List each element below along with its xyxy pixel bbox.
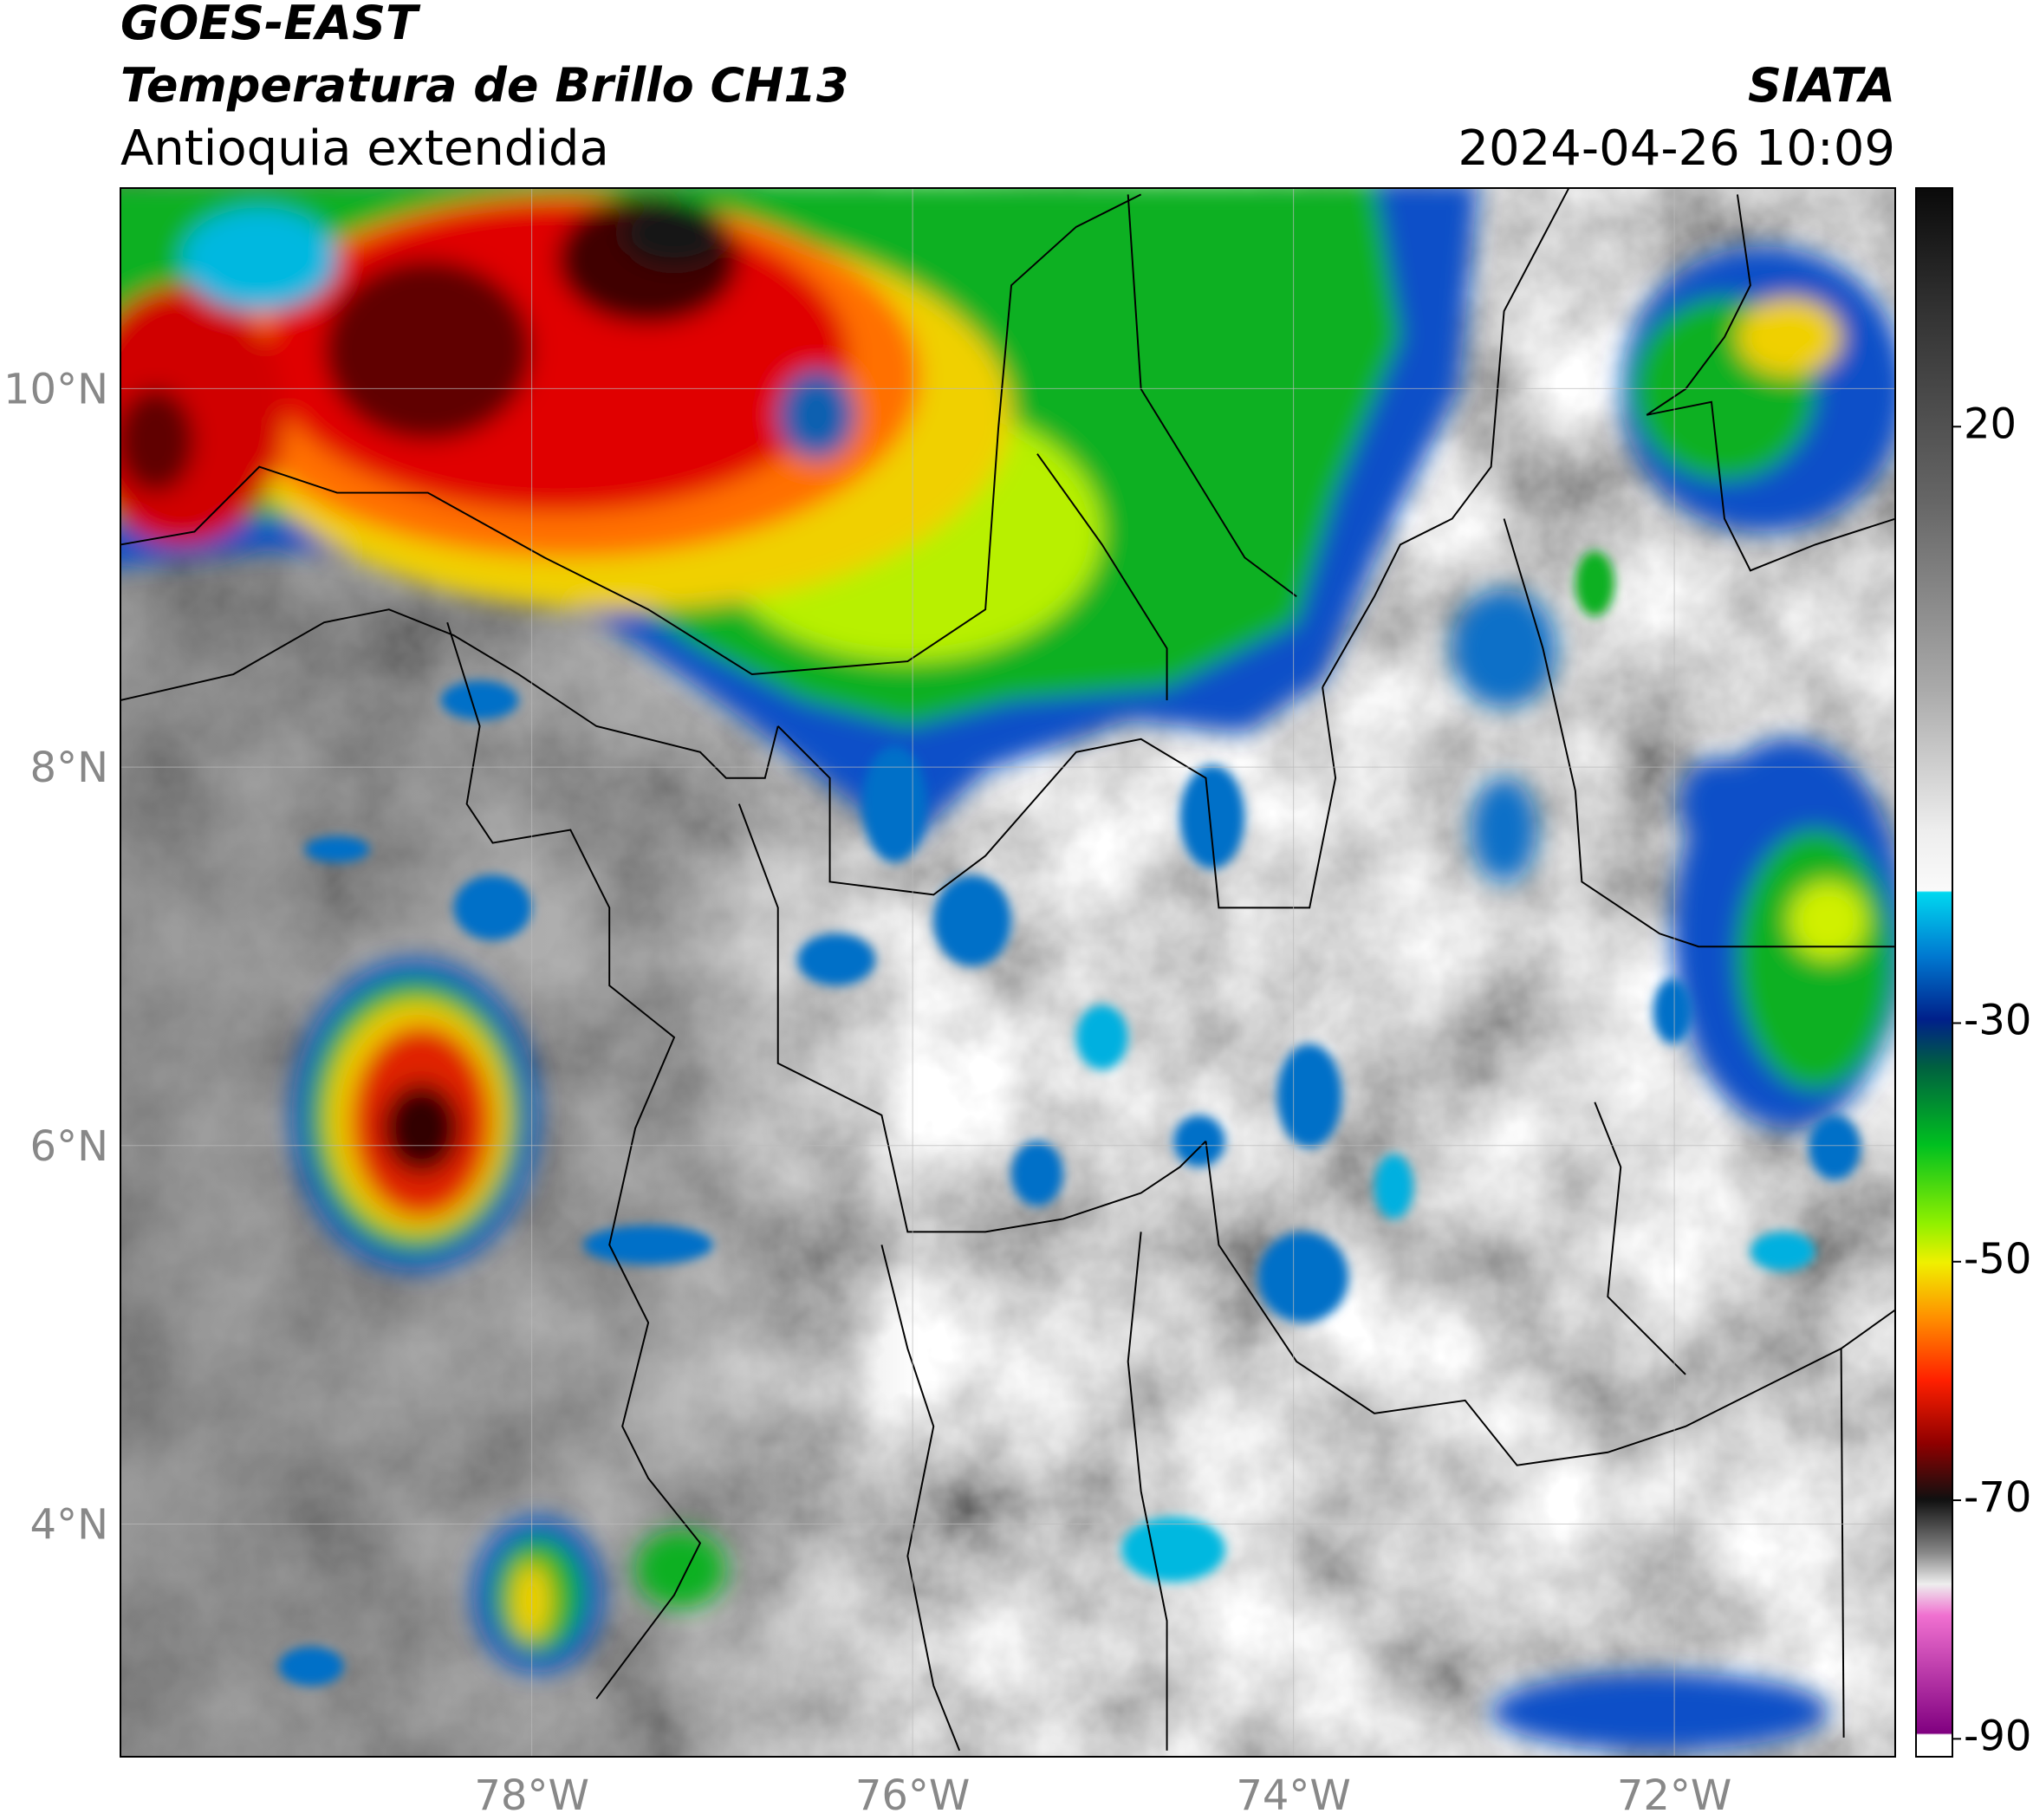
y-tick-label: 10°N <box>3 365 108 413</box>
colorbar-tick-label: -90 <box>1964 1712 2031 1760</box>
datetime: 2024-04-26 10:09 <box>1458 120 1895 177</box>
source: SIATA <box>1748 58 1895 113</box>
title: GOES-EAST <box>120 0 421 50</box>
x-tick-label: 74°W <box>1236 1771 1351 1820</box>
colorbar-tick-label: -70 <box>1964 1473 2031 1522</box>
satellite-image <box>120 188 1895 1757</box>
x-tick-label: 78°W <box>474 1771 589 1820</box>
y-tick-label: 4°N <box>30 1500 108 1549</box>
map-frame <box>120 187 1896 1758</box>
y-tick-label: 6°N <box>30 1122 108 1171</box>
x-tick-label: 72°W <box>1617 1771 1732 1820</box>
colorbar-tick-label: 20 <box>1964 400 2017 448</box>
colorbar <box>1915 187 1953 1758</box>
colorbar-tick-label: -30 <box>1964 996 2031 1044</box>
y-tick-label: 8°N <box>30 744 108 792</box>
region: Antioquia extendida <box>120 120 609 177</box>
grid <box>120 188 1895 1757</box>
subtitle: Temperatura de Brillo CH13 <box>120 58 849 113</box>
x-tick-label: 76°W <box>855 1771 971 1820</box>
colorbar-tick-label: -50 <box>1964 1235 2031 1284</box>
